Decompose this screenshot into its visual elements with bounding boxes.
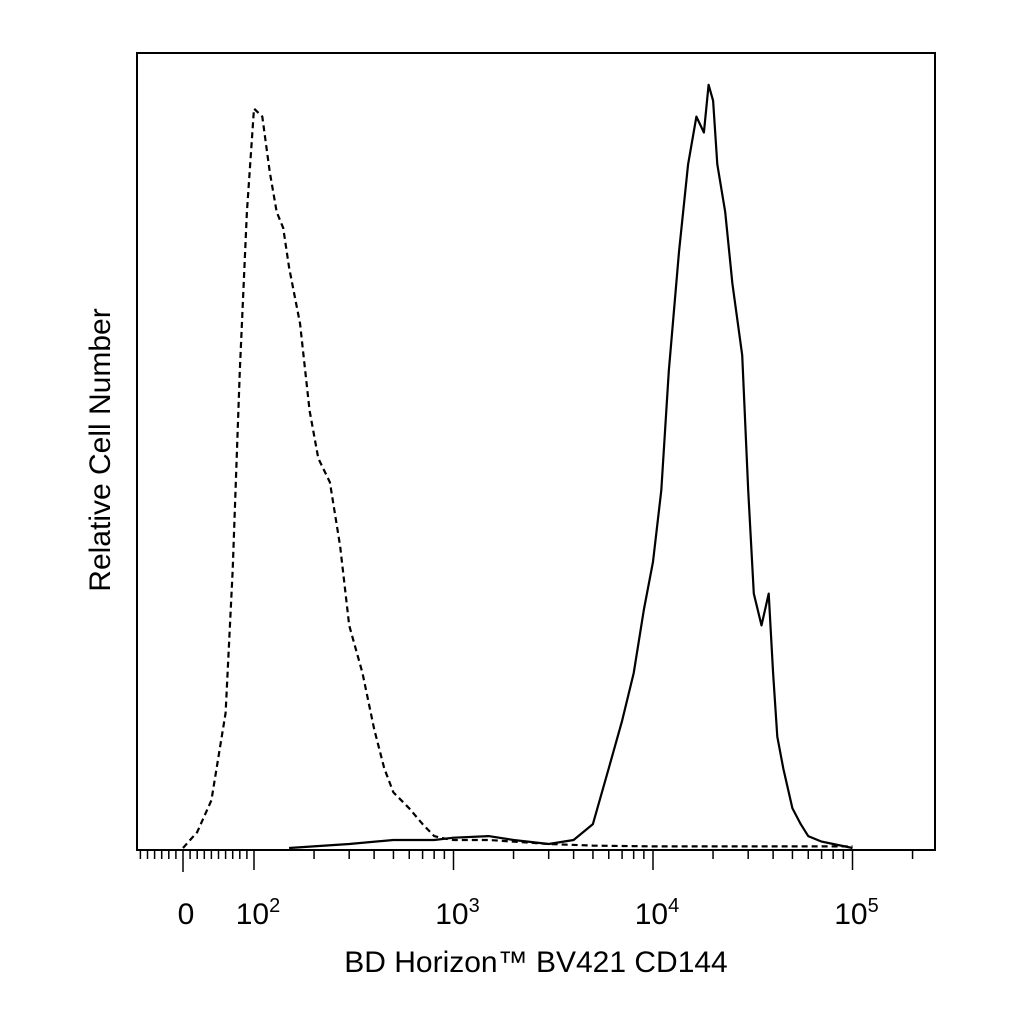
x-tick-label: 0 [178,898,195,931]
series-line-solid [289,83,853,850]
plot-frame [136,52,936,851]
x-tick-label: 104 [635,895,680,931]
series-layer [182,83,853,850]
x-axis-label: BD Horizon™ BV421 CD144 [344,946,728,979]
series-line-dashed [182,107,853,849]
x-tick-marks [139,850,914,872]
x-tick-label: 102 [236,895,281,931]
x-tick-label: 103 [435,895,480,931]
x-tick-labels: 0 102 103 104 105 [178,895,879,931]
y-axis-label: Relative Cell Number [84,308,117,591]
x-tick-label: 105 [834,895,879,931]
